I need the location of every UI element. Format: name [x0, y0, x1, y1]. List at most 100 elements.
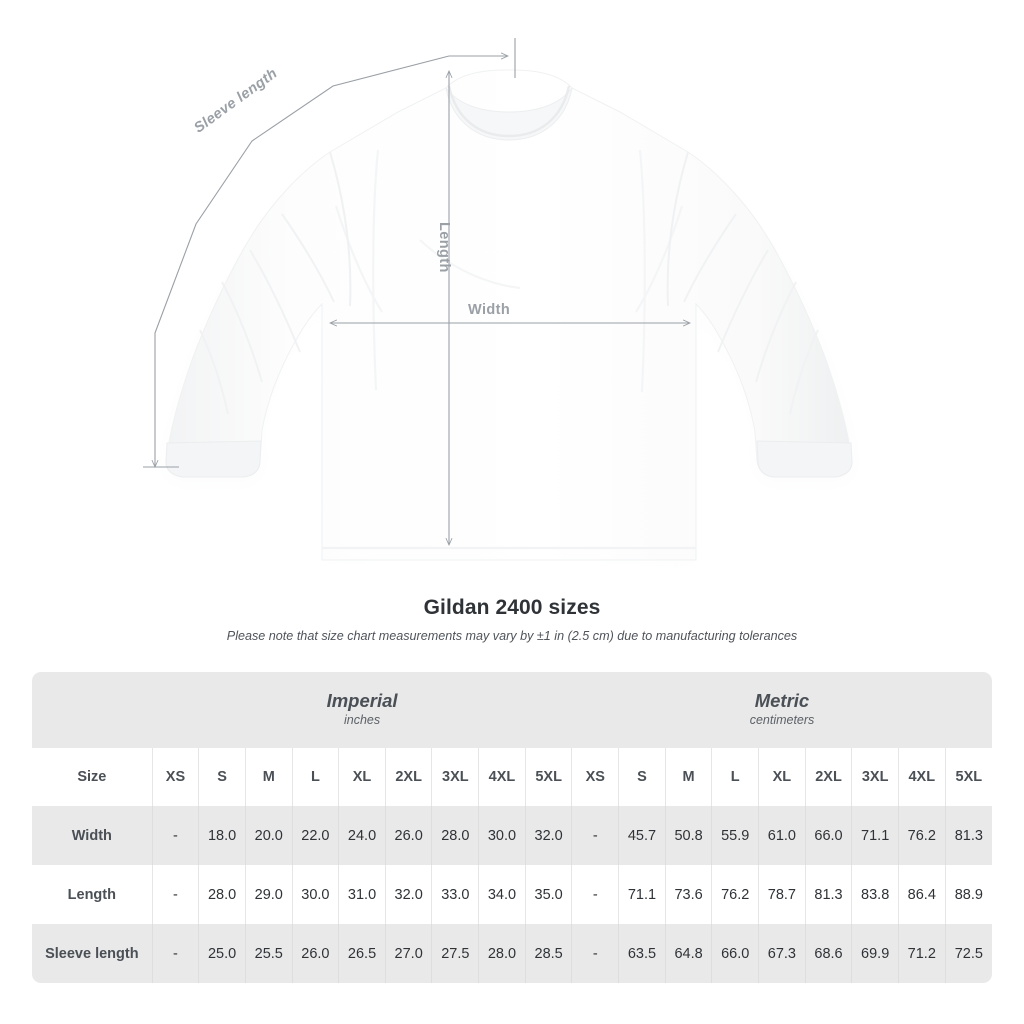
cell-length-metric-m: 73.6 — [664, 865, 712, 924]
cell-length-imperial-xs: - — [151, 865, 199, 924]
cell-length-metric-xs: - — [571, 865, 619, 924]
cell-length-imperial-5xl: 35.0 — [524, 865, 572, 924]
cell-width-metric-l: 55.9 — [711, 806, 759, 865]
unit-name: Metric — [754, 689, 810, 711]
cell-width-metric-2xl: 66.0 — [804, 806, 852, 865]
page-title: Gildan 2400 sizes — [423, 596, 601, 619]
cell-width-metric-s: 45.7 — [618, 806, 666, 865]
cell-sleeve-length-imperial-4xl: 28.0 — [478, 924, 526, 983]
title-block: Gildan 2400 sizes Please note that size … — [0, 596, 1024, 643]
cell-width-metric-xs: - — [571, 806, 619, 865]
cell-sleeve-length-metric-5xl: 72.5 — [944, 924, 992, 983]
size-chart-table: Imperial inches Metric centimeters Size XS S M L… — [32, 672, 992, 983]
cell-length-imperial-m: 29.0 — [244, 865, 293, 924]
cell-sleeve-length-imperial-xs: - — [151, 924, 199, 983]
cell-sleeve-length-imperial-5xl: 28.5 — [524, 924, 572, 983]
measurement-lines — [143, 38, 690, 545]
unit-subtitle: centimeters — [749, 713, 815, 728]
garment-illustration — [143, 38, 853, 561]
cell-width-imperial-xl: 24.0 — [338, 806, 386, 865]
size-header-5xl: 5XL — [944, 748, 992, 806]
row-label-width: Width — [32, 806, 153, 865]
cell-length-metric-s: 71.1 — [618, 865, 666, 924]
cell-width-metric-3xl: 71.1 — [851, 806, 899, 865]
cell-length-metric-3xl: 83.8 — [851, 865, 899, 924]
size-header-xs: XS — [571, 748, 619, 806]
cell-width-imperial-m: 20.0 — [244, 806, 293, 865]
cell-width-metric-m: 50.8 — [664, 806, 712, 865]
size-chart-table-wrap: Imperial inches Metric centimeters Size XS S M L… — [32, 672, 992, 983]
length-label: Length — [436, 222, 452, 273]
size-header-s: S — [198, 748, 246, 806]
cell-sleeve-length-metric-4xl: 71.2 — [897, 924, 946, 983]
cell-length-imperial-4xl: 34.0 — [478, 865, 526, 924]
cell-sleeve-length-imperial-2xl: 27.0 — [384, 924, 432, 983]
cell-length-imperial-s: 28.0 — [198, 865, 246, 924]
size-header-4xl: 4XL — [897, 748, 946, 806]
cell-width-imperial-3xl: 28.0 — [431, 806, 479, 865]
size-header-4xl: 4XL — [478, 748, 526, 806]
unit-header-imperial: Imperial inches — [152, 672, 572, 748]
cell-length-imperial-l: 30.0 — [291, 865, 339, 924]
cell-sleeve-length-metric-xs: - — [571, 924, 619, 983]
cell-sleeve-length-imperial-3xl: 27.5 — [431, 924, 479, 983]
size-header-xs: XS — [151, 748, 199, 806]
unit-band-row: Imperial inches Metric centimeters — [32, 672, 992, 748]
garment-diagram: Sleeve length Length Width — [143, 38, 853, 561]
cell-width-metric-xl: 61.0 — [758, 806, 806, 865]
cell-width-imperial-4xl: 30.0 — [478, 806, 526, 865]
unit-header-metric: Metric centimeters — [571, 672, 992, 748]
cell-length-imperial-3xl: 33.0 — [431, 865, 479, 924]
cell-length-metric-2xl: 81.3 — [804, 865, 852, 924]
cell-sleeve-length-metric-3xl: 69.9 — [851, 924, 899, 983]
unit-name: Imperial — [326, 689, 398, 711]
cell-length-metric-xl: 78.7 — [758, 865, 806, 924]
size-header-l: L — [711, 748, 759, 806]
size-column-header: Size — [32, 748, 153, 806]
size-header-2xl: 2XL — [384, 748, 432, 806]
width-label: Width — [468, 302, 511, 318]
table-row: Length -28.0 29.0 30.0 31.0 32.0 33.0 34.0 35.0-… — [32, 865, 992, 924]
shirt-shape — [165, 69, 853, 561]
cell-length-imperial-xl: 31.0 — [338, 865, 386, 924]
cell-sleeve-length-metric-l: 66.0 — [711, 924, 759, 983]
cell-sleeve-length-metric-m: 64.8 — [664, 924, 712, 983]
cell-width-imperial-xs: - — [151, 806, 199, 865]
cell-width-metric-4xl: 76.2 — [897, 806, 946, 865]
sleeve-length-line — [154, 55, 450, 467]
cell-sleeve-length-metric-2xl: 68.6 — [804, 924, 852, 983]
size-header-row: Size XS S M L XL 2XL 3XL 4XL 5XL XS S M L XL 2XL 3XL 4XL 5… — [32, 748, 992, 806]
unit-subtitle: inches — [343, 713, 381, 728]
size-header-xl: XL — [758, 748, 806, 806]
cell-sleeve-length-metric-xl: 67.3 — [758, 924, 806, 983]
size-header-m: M — [244, 748, 293, 806]
cell-sleeve-length-imperial-s: 25.0 — [198, 924, 246, 983]
cell-width-imperial-5xl: 32.0 — [524, 806, 572, 865]
size-header-l: L — [291, 748, 339, 806]
cell-length-metric-l: 76.2 — [711, 865, 759, 924]
row-label-sleeve-length: Sleeve length — [32, 924, 153, 983]
cell-length-metric-4xl: 86.4 — [897, 865, 946, 924]
cell-width-metric-5xl: 81.3 — [944, 806, 992, 865]
cell-width-imperial-2xl: 26.0 — [384, 806, 432, 865]
size-header-m: M — [664, 748, 712, 806]
size-header-3xl: 3XL — [851, 748, 899, 806]
cell-width-imperial-l: 22.0 — [291, 806, 339, 865]
cell-sleeve-length-imperial-m: 25.5 — [244, 924, 293, 983]
cell-sleeve-length-metric-s: 63.5 — [618, 924, 666, 983]
cell-length-metric-5xl: 88.9 — [944, 865, 992, 924]
cell-width-imperial-s: 18.0 — [198, 806, 246, 865]
cell-sleeve-length-imperial-xl: 26.5 — [338, 924, 386, 983]
table-row: Sleeve length -25.0 25.5 26.0 26.5 27.0 27.5 28… — [32, 924, 992, 983]
size-header-s: S — [618, 748, 666, 806]
row-label-length: Length — [32, 865, 153, 924]
cell-length-imperial-2xl: 32.0 — [384, 865, 432, 924]
size-header-3xl: 3XL — [431, 748, 479, 806]
size-header-5xl: 5XL — [524, 748, 572, 806]
table-row: Width -18.0 20.0 22.0 24.0 26.0 28.0 30.0 32.0-4… — [32, 806, 992, 865]
cell-sleeve-length-imperial-l: 26.0 — [291, 924, 339, 983]
tolerance-note: Please note that size chart measurements… — [226, 629, 798, 643]
table-corner-cell — [32, 672, 153, 748]
size-header-2xl: 2XL — [804, 748, 852, 806]
size-header-xl: XL — [338, 748, 386, 806]
